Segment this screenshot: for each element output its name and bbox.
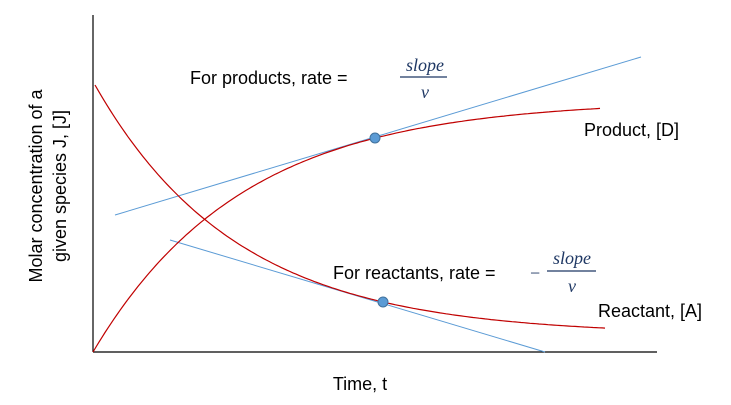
reactant-curve (94, 84, 606, 329)
y-axis-label-line1: Molar concentration of a (26, 88, 46, 282)
reactant-fraction-numerator: slope (553, 248, 591, 268)
product-rate-text: For products, rate = (190, 68, 348, 88)
product-fraction-numerator: slope (406, 55, 444, 75)
reactant-minus-sign: − (530, 263, 540, 283)
product-label: Product, [D] (584, 120, 679, 140)
product-fraction-denominator: ν (421, 82, 429, 102)
reactant-label: Reactant, [A] (598, 301, 702, 321)
reactant-rate-text: For reactants, rate = (333, 263, 496, 283)
product-curve (92, 107, 601, 353)
product-tangent-point (369, 132, 381, 144)
reactant-tangent-point (377, 296, 389, 308)
y-axis-label-line2: given species J, [J] (50, 110, 70, 262)
x-axis-label: Time, t (333, 374, 387, 394)
reactant-fraction-denominator: ν (568, 276, 576, 296)
